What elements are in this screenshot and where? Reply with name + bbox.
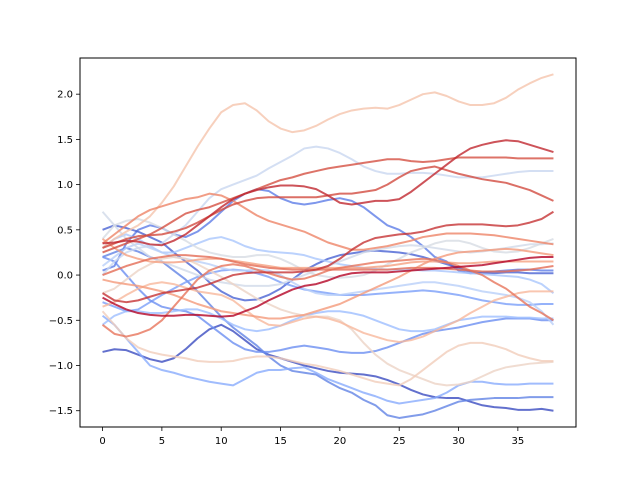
series-line-8 xyxy=(101,308,554,333)
series-line-14 xyxy=(102,255,554,387)
x-tick-label: 0 xyxy=(99,436,105,447)
y-tick-label: 0.5 xyxy=(57,225,73,236)
y-axis: −1.5 −1.0 −0.5 0.0 0.5 1.0 1.5 2.0 xyxy=(49,90,80,417)
x-tick-label: 20 xyxy=(333,436,346,447)
axes-frame xyxy=(79,57,577,428)
series-line-1 xyxy=(102,323,554,412)
y-tick-label: 2.0 xyxy=(57,90,73,101)
x-tick-label: 30 xyxy=(452,436,465,447)
x-tick-label: 25 xyxy=(393,436,406,447)
y-tick-label: 0.0 xyxy=(57,271,73,282)
x-tick-label: 15 xyxy=(274,436,287,447)
series-line-23 xyxy=(102,156,554,254)
series-layer xyxy=(101,73,555,419)
y-tick-label: −0.5 xyxy=(49,316,73,327)
series-line-17 xyxy=(102,281,554,343)
x-tick-label: 10 xyxy=(215,436,228,447)
series-line-26 xyxy=(102,139,554,247)
x-tick-label: 5 xyxy=(159,436,165,447)
series-line-20 xyxy=(101,192,554,251)
series-line-18 xyxy=(101,238,554,269)
series-line-27 xyxy=(102,255,554,318)
x-tick-label: 35 xyxy=(511,436,524,447)
y-tick-label: −1.0 xyxy=(49,361,73,372)
series-line-15 xyxy=(101,310,554,387)
x-axis: 0 5 10 15 20 25 30 35 xyxy=(99,427,524,447)
y-tick-label: 1.0 xyxy=(57,180,73,191)
series-line-2 xyxy=(102,246,554,419)
series-line-13 xyxy=(101,217,554,279)
series-line-22 xyxy=(102,254,554,276)
series-line-25 xyxy=(102,210,554,304)
series-line-3 xyxy=(101,314,554,405)
series-line-6 xyxy=(102,268,554,313)
series-line-19 xyxy=(102,247,554,320)
series-line-16 xyxy=(101,73,554,249)
y-tick-label: −1.5 xyxy=(49,406,73,417)
y-tick-label: 1.5 xyxy=(57,135,73,146)
